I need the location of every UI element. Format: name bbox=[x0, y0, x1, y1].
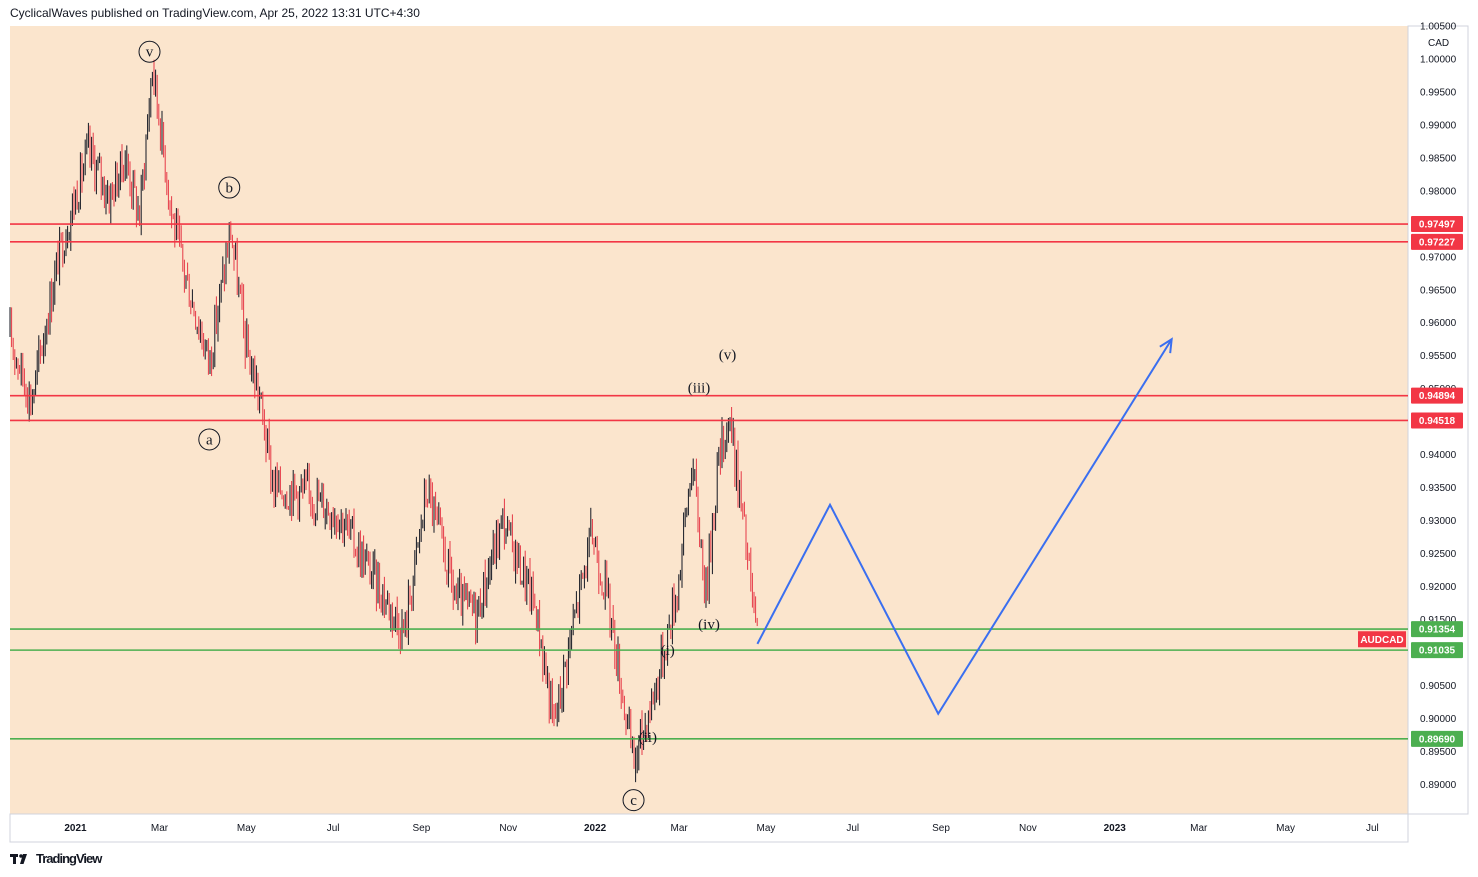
time-tick-label: Nov bbox=[499, 823, 517, 834]
time-tick-label: May bbox=[756, 823, 775, 834]
tradingview-brand[interactable]: TradingView bbox=[36, 851, 102, 866]
level-tag-label: 0.94894 bbox=[1419, 391, 1456, 402]
time-tick-label: Sep bbox=[413, 823, 431, 834]
wave-label: (i) bbox=[661, 643, 675, 659]
price-tick-label: 1.00500 bbox=[1420, 22, 1457, 33]
price-tick-label: 0.89500 bbox=[1420, 747, 1457, 758]
time-tick-label: Jul bbox=[327, 823, 340, 834]
level-price-tag: 0.94518 bbox=[1411, 412, 1463, 429]
time-tick-label: 2022 bbox=[584, 823, 607, 834]
label-layer: v b a c (iii) (v) (iv) (i) (ii) bbox=[138, 40, 737, 812]
level-price-tag: 0.89690 bbox=[1411, 730, 1463, 747]
time-tick-label: Jul bbox=[1366, 823, 1379, 834]
price-tick-label: 0.98500 bbox=[1420, 153, 1457, 164]
wave-label: c bbox=[630, 793, 637, 809]
time-tick-label: May bbox=[1276, 823, 1295, 834]
tag-layer: 0.97497 0.97227 0.94894 0.94518 0.91354 0.910… bbox=[1358, 216, 1463, 747]
time-tick-label: May bbox=[237, 823, 256, 834]
footer: TradingView bbox=[10, 851, 102, 866]
tradingview-logo-icon bbox=[10, 853, 27, 864]
level-tag-label: 0.97227 bbox=[1419, 237, 1456, 248]
candlestick-chart[interactable]: 1.00500 1.00000 0.99500 0.99000 0.98500 0.980… bbox=[0, 0, 1478, 845]
time-tick-label: Mar bbox=[670, 823, 688, 834]
price-tick-label: 0.93000 bbox=[1420, 516, 1457, 527]
price-tick-label: 1.00000 bbox=[1420, 54, 1457, 65]
level-tag-bg bbox=[1411, 412, 1463, 429]
level-price-tag: 0.97227 bbox=[1411, 233, 1463, 250]
price-tick-label: 0.96500 bbox=[1420, 285, 1457, 296]
price-tick-label: 0.92500 bbox=[1420, 549, 1457, 560]
price-tick-label: 0.92000 bbox=[1420, 582, 1457, 593]
level-price-tag: 0.94894 bbox=[1411, 387, 1463, 404]
wave-circle bbox=[138, 40, 161, 63]
level-price-tag: 0.91035 bbox=[1411, 642, 1463, 659]
level-tag-bg bbox=[1411, 730, 1463, 747]
level-tag-bg bbox=[1411, 621, 1463, 638]
time-tick-label: 2023 bbox=[1104, 823, 1127, 834]
level-tag-bg bbox=[1411, 216, 1463, 233]
projection-arrowhead bbox=[1159, 337, 1173, 354]
level-tag-label: 0.91354 bbox=[1419, 625, 1456, 636]
level-tag-bg bbox=[1411, 387, 1463, 404]
price-tick-label: 0.90500 bbox=[1420, 681, 1457, 692]
level-layer bbox=[10, 223, 1408, 740]
price-tick-label: 0.93500 bbox=[1420, 483, 1457, 494]
time-tick-label: Mar bbox=[1190, 823, 1208, 834]
wave-label: b bbox=[225, 181, 233, 197]
wave-label: (iii) bbox=[688, 380, 711, 396]
wave-circle bbox=[198, 428, 221, 451]
symbol-tag-label: AUDCAD bbox=[1360, 635, 1403, 646]
level-tag-label: 0.91035 bbox=[1419, 646, 1456, 657]
publish-header: CyclicalWaves published on TradingView.c… bbox=[10, 6, 420, 20]
price-tick-label: 0.95500 bbox=[1420, 351, 1457, 362]
level-tag-bg bbox=[1411, 233, 1463, 250]
level-tag-label: 0.89690 bbox=[1419, 734, 1456, 745]
level-price-tag: 0.91354 bbox=[1411, 621, 1463, 638]
price-tick-label: 0.94000 bbox=[1420, 450, 1457, 461]
wave-label: v bbox=[146, 45, 154, 61]
price-tick-label: 0.97000 bbox=[1420, 252, 1457, 263]
price-tick-label: 0.99000 bbox=[1420, 120, 1457, 131]
level-tag-label: 0.97497 bbox=[1419, 220, 1456, 231]
projection-path bbox=[756, 338, 1173, 716]
price-tick-label: 0.98000 bbox=[1420, 186, 1457, 197]
price-tick-label: 0.91500 bbox=[1420, 615, 1457, 626]
price-tick-label: 0.99500 bbox=[1420, 87, 1457, 98]
price-tick-label: 0.89000 bbox=[1420, 780, 1457, 791]
wave-circle bbox=[218, 176, 241, 199]
time-axis bbox=[9, 813, 1409, 843]
wave-label: (ii) bbox=[639, 730, 657, 746]
level-price-tag: 0.97497 bbox=[1411, 216, 1463, 233]
wave-label: a bbox=[206, 432, 213, 448]
time-tick-label: Nov bbox=[1019, 823, 1037, 834]
level-tag-label: 0.94518 bbox=[1419, 416, 1456, 427]
price-tick-label: 0.90000 bbox=[1420, 714, 1457, 725]
symbol-tag-bg bbox=[1358, 631, 1406, 648]
time-tick-label: 2021 bbox=[64, 823, 87, 834]
wave-circle bbox=[622, 789, 645, 812]
time-tick-label: Jul bbox=[846, 823, 859, 834]
projection-layer bbox=[756, 337, 1173, 716]
currency-label: CAD bbox=[1428, 38, 1449, 49]
wave-label: (iv) bbox=[698, 617, 720, 633]
time-tick-label: Sep bbox=[932, 823, 950, 834]
price-tick-label: 0.96000 bbox=[1420, 318, 1457, 329]
symbol-tag: AUDCAD bbox=[1358, 631, 1406, 648]
level-tag-bg bbox=[1411, 642, 1463, 659]
time-tick-label: Mar bbox=[151, 823, 169, 834]
axis-layer: 1.00500 1.00000 0.99500 0.99000 0.98500 0.980… bbox=[9, 22, 1469, 843]
wave-label: (v) bbox=[719, 347, 737, 363]
